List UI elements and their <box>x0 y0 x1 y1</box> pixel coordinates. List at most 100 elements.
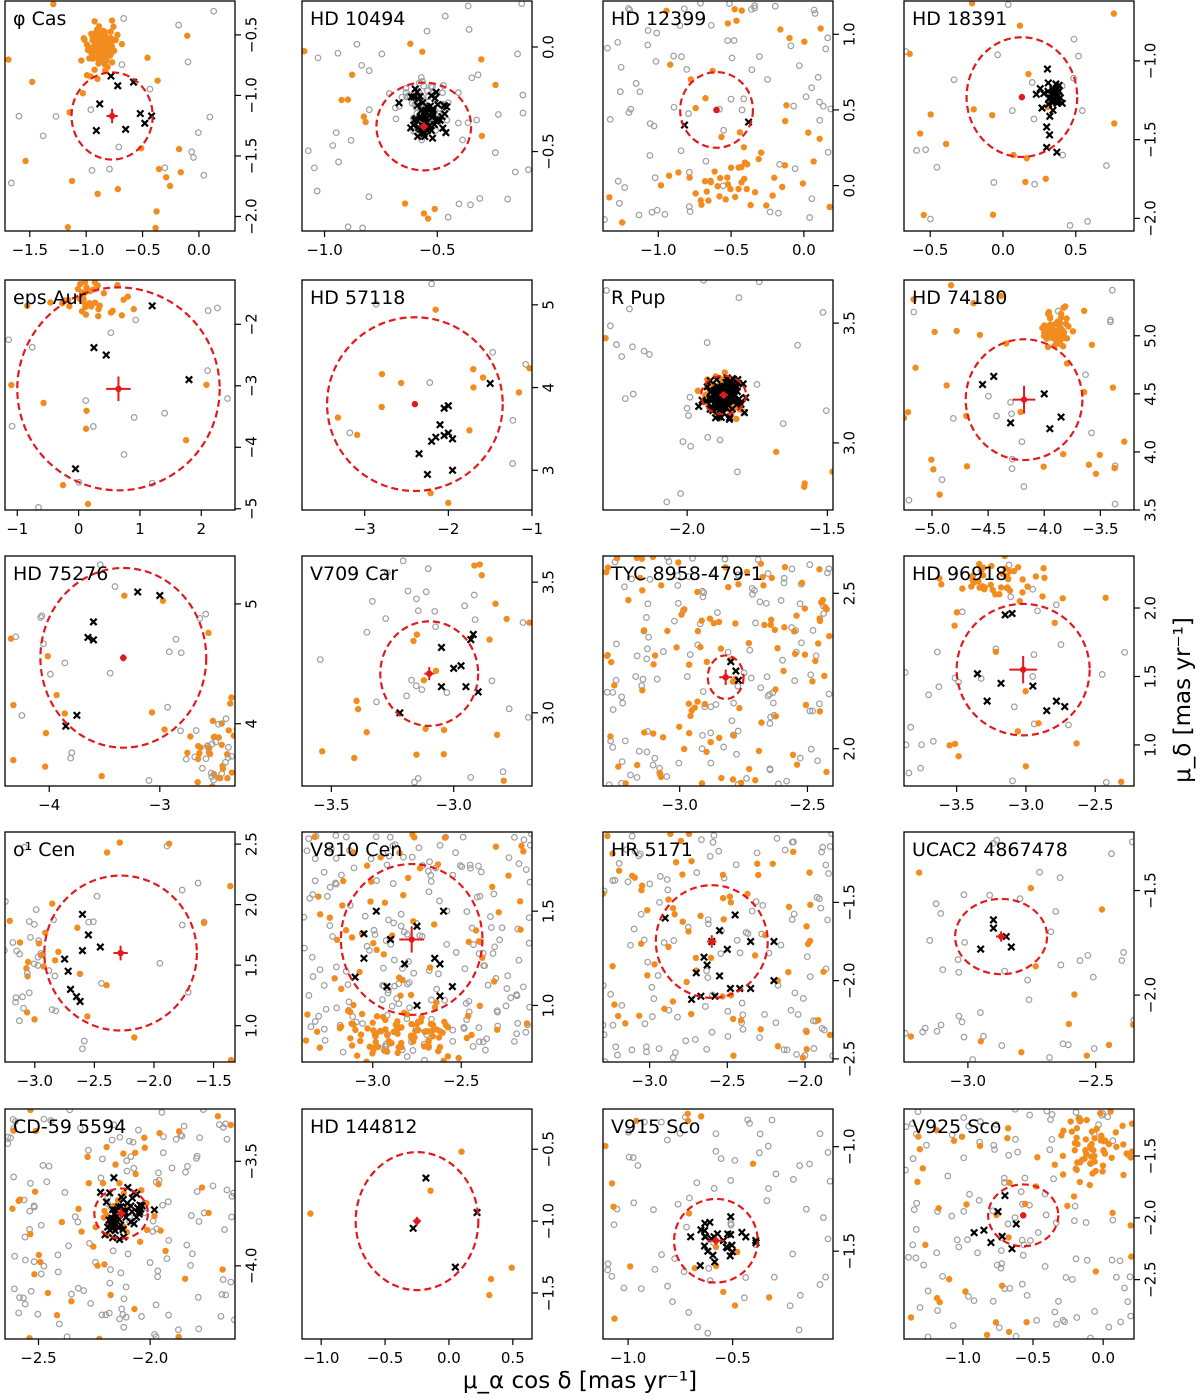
field-star-point <box>1108 1256 1116 1264</box>
field-star-point <box>915 1133 922 1140</box>
field-star-point <box>1063 315 1070 322</box>
field-star-point <box>1032 963 1039 970</box>
field-star-point <box>519 109 527 117</box>
field-star-point <box>27 1287 35 1295</box>
field-star-point <box>658 582 665 589</box>
field-star-point <box>487 1275 495 1283</box>
target-star-point <box>708 938 715 945</box>
field-star-point <box>621 583 628 591</box>
field-star-point <box>661 1005 668 1012</box>
field-star-point <box>348 71 356 78</box>
field-star-point <box>685 928 692 935</box>
field-star-point <box>622 1020 629 1027</box>
field-star-point <box>755 53 763 60</box>
y-tick-label: −0.5 <box>243 17 261 53</box>
field-star-point <box>226 700 234 707</box>
field-star-point <box>781 117 789 125</box>
panel-frame <box>602 0 834 232</box>
field-star-point <box>164 1198 172 1206</box>
field-star-point <box>930 466 937 473</box>
field-star-point <box>1001 967 1008 975</box>
field-star-point <box>31 1016 38 1023</box>
field-star-point <box>626 1263 634 1270</box>
field-star-point <box>347 136 355 144</box>
selection-radius-circle <box>954 897 1049 976</box>
field-star-point <box>149 1228 157 1235</box>
member-star-marker <box>989 372 998 381</box>
field-star-point <box>654 972 662 979</box>
field-star-point <box>365 67 373 75</box>
member-star-marker <box>696 1225 705 1234</box>
field-star-point <box>21 1233 29 1241</box>
field-star-point <box>46 670 54 678</box>
target-star-point <box>420 123 427 130</box>
field-star-point <box>698 201 705 208</box>
field-star-point <box>407 40 414 47</box>
field-star-point <box>699 688 707 696</box>
field-star-point <box>227 1278 235 1286</box>
field-star-point <box>606 115 614 123</box>
field-star-point <box>228 1213 235 1221</box>
field-star-point <box>644 958 652 966</box>
field-star-point <box>1089 973 1097 981</box>
field-star-point <box>791 677 799 685</box>
field-star-point <box>1003 584 1011 592</box>
field-star-point <box>7 635 15 642</box>
points-layer <box>5 1 218 231</box>
field-star-point <box>1008 107 1016 115</box>
field-star-point <box>83 41 91 48</box>
field-star-point <box>1113 1143 1120 1150</box>
field-star-point <box>516 898 524 905</box>
panel-title: HD 18391 <box>912 8 1007 30</box>
field-star-point <box>93 892 101 900</box>
field-star-point <box>76 280 84 288</box>
field-star-point <box>74 924 81 931</box>
field-star-point <box>347 1035 354 1042</box>
field-star-point <box>1127 1154 1134 1161</box>
field-star-point <box>975 578 982 585</box>
field-star-point <box>1099 1168 1106 1175</box>
field-star-point <box>1096 1109 1104 1117</box>
field-star-point <box>722 564 729 571</box>
field-star-point <box>977 675 985 682</box>
field-star-point <box>431 1004 439 1011</box>
field-star-point <box>646 351 653 358</box>
field-star-point <box>84 500 92 508</box>
field-star-point <box>490 978 498 985</box>
member-star-marker <box>727 1241 736 1250</box>
x-tick-label: −2.5 <box>1077 1072 1113 1090</box>
y-tick-label: −3.5 <box>243 1143 261 1179</box>
field-star-point <box>456 862 464 869</box>
field-star-point <box>1081 1155 1088 1162</box>
field-star-point <box>141 1144 148 1151</box>
field-star-point <box>1070 1217 1078 1225</box>
field-star-point <box>208 773 216 781</box>
field-star-point <box>1108 1154 1115 1161</box>
field-star-point <box>204 742 211 750</box>
y-tick-label: 3 <box>540 466 558 476</box>
field-star-point <box>615 867 623 874</box>
field-star-point <box>829 468 833 475</box>
field-star-point <box>1046 315 1054 322</box>
field-star-point <box>1091 1152 1098 1160</box>
field-star-point <box>676 723 683 730</box>
field-star-point <box>766 690 774 698</box>
field-star-point <box>431 205 438 213</box>
field-star-point <box>1117 778 1125 786</box>
field-star-point <box>327 845 335 853</box>
field-star-point <box>803 1028 810 1036</box>
field-star-point <box>1076 1178 1083 1186</box>
panel: −1.5 −1.0 −0.5 0.0−2.0−1.5−1.0−0.5φ Cas <box>4 0 261 259</box>
field-star-point <box>816 708 824 715</box>
field-star-point <box>807 671 815 679</box>
field-star-point <box>722 196 729 203</box>
field-star-point <box>904 1029 909 1037</box>
field-star-point <box>678 53 685 61</box>
field-star-point <box>1111 120 1118 127</box>
field-star-point <box>302 944 308 952</box>
field-star-point <box>801 38 808 45</box>
field-star-point <box>636 1012 643 1019</box>
field-star-point <box>54 1251 62 1259</box>
field-star-point <box>1091 1308 1099 1315</box>
panel: −0.5 0.0 0.5−2.0−1.5−1.0HD 18391 <box>903 0 1160 259</box>
